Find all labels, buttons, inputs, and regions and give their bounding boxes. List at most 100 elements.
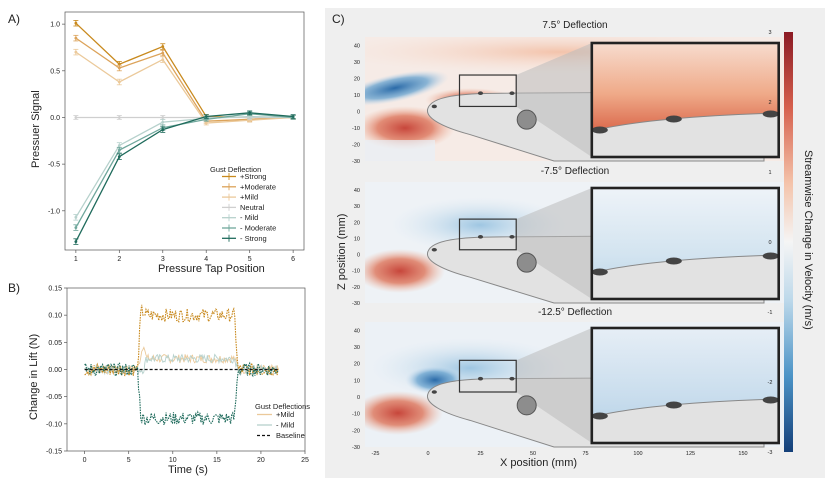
lift-series-line <box>84 361 279 426</box>
colorbar <box>784 32 793 452</box>
colorbar-tick-label: -3 <box>768 450 773 456</box>
heatmap-title-1: 7.5° Deflection <box>542 20 607 31</box>
pressure-tap <box>431 104 437 109</box>
panel-label-b: B) <box>8 281 20 295</box>
heatmap-y-tick-label: 40 <box>354 328 360 334</box>
zoom-pressure-tap <box>591 268 608 276</box>
pressure-x-tick-label: 4 <box>204 256 208 263</box>
pressure-point <box>117 155 121 159</box>
pressure-tap <box>477 376 484 381</box>
zoom-pressure-tap <box>591 126 608 134</box>
heatmap-x-tick-label: 0 <box>426 451 429 457</box>
heatmap-y-tick-label: -10 <box>352 269 360 275</box>
heatmap-x-tick-label: 125 <box>686 451 695 457</box>
heatmap-y-tick-label: -10 <box>352 412 360 418</box>
pressure-point <box>74 50 78 54</box>
pressure-tap <box>477 235 484 239</box>
heatmap-y-tick-label: 20 <box>354 362 360 368</box>
cylinder <box>516 109 537 130</box>
lift-chart: 0.15 0.10 0.05 0.00 -0.05 -0.10 -0.15 0 5 10 15 20… <box>28 286 310 477</box>
heatmap-y-tick-label: -10 <box>352 126 360 132</box>
zoom-source-box <box>458 359 517 393</box>
pressure-point <box>74 215 78 219</box>
lift-x-tick-label: 5 <box>127 457 131 464</box>
velocity-heatmaps: 7.5° Deflection -7.5° Deflection -12.5° … <box>336 20 814 469</box>
pressure-point <box>117 144 121 147</box>
lift-y-tick-label: -0.10 <box>46 421 62 428</box>
pressure-y-tick-label: 1.0 <box>50 22 60 29</box>
pressure-chart: 1.0 0.5 0.0 -0.5 -1.0 1 2 3 4 5 6 Pressure Tap Po… <box>30 11 305 275</box>
zoom-pressure-tap <box>665 257 682 265</box>
lift-legend-label: Baseline <box>276 431 305 440</box>
pressure-tap <box>477 91 484 96</box>
heatmap-y-tick-label: 30 <box>354 204 360 210</box>
pressure-legend: Gust Deflection +Strong+Moderate +MildNeu… <box>210 165 276 243</box>
pressure-series <box>73 34 296 124</box>
pressure-series-line <box>75 51 294 124</box>
lift-legend-label: - Mild <box>276 421 294 430</box>
pressure-plot-frame <box>64 11 305 251</box>
lift-y-axis-label: Change in Lift (N) <box>28 334 40 420</box>
heatmap-overlay-1 <box>427 41 780 162</box>
heatmap-x-tick-label: 75 <box>582 451 588 457</box>
zoom-pressure-tap <box>665 115 682 123</box>
pressure-series-line <box>75 112 294 242</box>
heatmap-x-tick-label: 50 <box>530 451 536 457</box>
colorbar-tick-label: 0 <box>768 240 771 246</box>
zoom-pressure-tap <box>762 396 779 404</box>
pressure-point <box>74 36 78 40</box>
pressure-tap <box>509 376 515 381</box>
heatmap-y-tick-label: 10 <box>354 378 360 384</box>
zoom-callout-wedge <box>516 43 592 157</box>
pressure-legend-label: Neutral <box>240 203 265 212</box>
pressure-point <box>74 21 78 25</box>
heatmap-y-tick-label: 0 <box>357 253 360 259</box>
lift-x-tick-label: 10 <box>169 457 177 464</box>
pressure-legend-label: +Moderate <box>240 182 276 191</box>
pressure-point <box>161 116 165 119</box>
colorbar-tick-label: -2 <box>768 380 773 386</box>
lift-y-tick-label: -0.15 <box>46 449 62 456</box>
pressure-series-line <box>75 22 294 119</box>
pressure-tap <box>431 390 437 394</box>
zoom-callout-wedge <box>516 188 592 299</box>
lift-x-tick-label: 25 <box>301 457 309 464</box>
pressure-point <box>74 240 78 244</box>
pressure-y-tick-label: 0.0 <box>50 115 60 122</box>
zoom-source-box <box>458 74 517 108</box>
pressure-point <box>291 115 295 118</box>
panel-label-c: C) <box>332 12 345 26</box>
pressure-y-tick-label: 0.5 <box>50 68 60 75</box>
pressure-tap <box>431 247 437 252</box>
heatmap-x-tick-label: 150 <box>738 451 747 457</box>
pressure-tap <box>509 235 515 239</box>
heatmap-y-tick-label: 30 <box>354 60 360 66</box>
heatmap-x-axis-label: X position (mm) <box>500 457 577 469</box>
lift-y-tick-label: 0.00 <box>48 367 62 374</box>
pressure-series-line <box>75 115 294 218</box>
lift-y-tick-label: 0.10 <box>48 313 62 320</box>
pressure-point <box>117 66 121 70</box>
lift-y-tick-label: 0.05 <box>48 340 62 347</box>
heatmap-overlay-3 <box>427 326 780 448</box>
heatmap-x-tick-label: 25 <box>477 451 483 457</box>
pressure-tap <box>509 91 515 96</box>
heatmap-y-tick-label: 40 <box>354 43 360 49</box>
zoom-inset-frame <box>590 326 780 445</box>
heatmap-y-tick-label: -20 <box>352 428 360 434</box>
zoom-inset-frame <box>590 186 780 301</box>
pressure-series <box>73 110 296 245</box>
pressure-y-tick-label: -0.5 <box>48 162 60 169</box>
pressure-point <box>161 45 165 48</box>
colorbar-label: Streamwise Change in Velocity (m/s) <box>802 150 814 330</box>
pressure-series <box>73 19 296 120</box>
pressure-point <box>117 116 121 119</box>
zoom-pressure-tap <box>762 110 779 118</box>
lift-x-tick-label: 20 <box>257 457 265 464</box>
panel-label-a: A) <box>8 12 20 26</box>
heatmap-y-tick-label: 10 <box>354 236 360 242</box>
pressure-point <box>74 116 78 119</box>
heatmap-y-tick-label: 0 <box>357 109 360 115</box>
pressure-series-line <box>75 37 294 122</box>
